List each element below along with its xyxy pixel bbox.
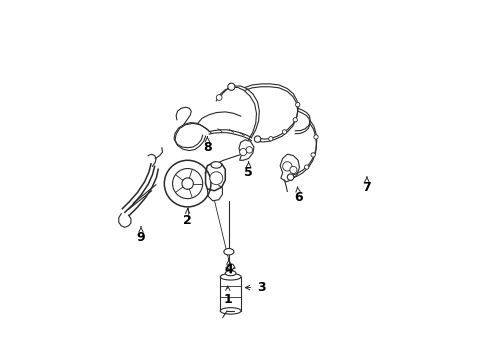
Text: 8: 8 [203, 141, 212, 154]
Ellipse shape [225, 271, 236, 276]
Text: 4: 4 [224, 263, 233, 276]
Ellipse shape [211, 162, 221, 168]
Circle shape [295, 103, 300, 107]
Circle shape [282, 130, 287, 134]
Circle shape [283, 162, 292, 171]
Circle shape [314, 135, 318, 139]
Circle shape [311, 153, 315, 157]
Circle shape [287, 174, 294, 180]
Text: 7: 7 [363, 181, 371, 194]
Circle shape [182, 178, 194, 189]
Circle shape [228, 83, 235, 90]
Circle shape [164, 160, 211, 207]
Circle shape [246, 147, 252, 153]
Circle shape [240, 148, 247, 156]
Ellipse shape [227, 264, 234, 270]
Circle shape [304, 165, 309, 169]
Text: 6: 6 [294, 191, 303, 204]
Circle shape [254, 136, 261, 142]
Circle shape [172, 168, 203, 199]
Circle shape [216, 95, 222, 100]
Ellipse shape [220, 308, 241, 314]
Text: 1: 1 [223, 293, 232, 306]
Ellipse shape [220, 274, 241, 280]
Ellipse shape [224, 248, 234, 255]
Circle shape [290, 166, 297, 174]
Text: 9: 9 [137, 231, 146, 244]
Text: 2: 2 [183, 214, 192, 227]
Polygon shape [280, 154, 299, 182]
Polygon shape [239, 140, 254, 160]
Text: 5: 5 [244, 166, 253, 179]
Circle shape [269, 136, 273, 141]
Circle shape [210, 172, 223, 185]
Circle shape [293, 118, 297, 122]
Polygon shape [220, 277, 241, 311]
Text: 3: 3 [257, 281, 266, 294]
